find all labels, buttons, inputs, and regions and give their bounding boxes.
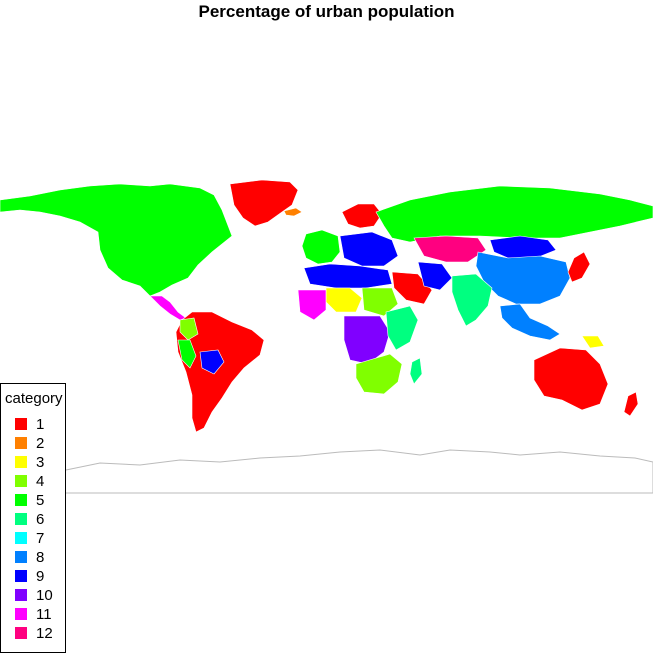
legend-swatch (15, 532, 27, 544)
legend-label: 3 (36, 454, 45, 471)
region-russia (375, 185, 653, 243)
legend-swatch (15, 456, 27, 468)
region-australia (533, 347, 609, 411)
region-madagascar (409, 357, 423, 385)
legend-label: 8 (36, 549, 45, 566)
legend-label: 9 (36, 568, 45, 585)
legend-label: 12 (36, 625, 53, 642)
region-sahel (325, 287, 363, 313)
region-middle-east (391, 271, 433, 305)
legend-swatch (15, 418, 27, 430)
region-china (475, 251, 571, 305)
region-southern-africa (355, 353, 403, 395)
legend-label: 6 (36, 511, 45, 528)
region-iceland (283, 207, 303, 217)
region-mongolia (489, 235, 557, 259)
legend-label: 10 (36, 587, 53, 604)
region-east-africa (385, 305, 419, 351)
legend-label: 4 (36, 473, 45, 490)
region-peru (177, 339, 197, 369)
region-iran (417, 261, 453, 291)
legend-label: 2 (36, 435, 45, 452)
legend-swatch (15, 551, 27, 563)
legend-swatch (15, 589, 27, 601)
region-sudan (361, 287, 399, 317)
region-south-america (175, 311, 265, 433)
legend-label: 11 (36, 606, 52, 623)
region-europe-west (301, 229, 341, 265)
legend-swatch (15, 570, 27, 582)
region-central-america (149, 295, 187, 321)
legend-swatch (15, 627, 27, 639)
antarctica-outline (65, 449, 653, 494)
region-new-zealand (623, 391, 639, 417)
legend-swatch (15, 475, 27, 487)
legend-swatch (15, 608, 27, 620)
legend-label: 5 (36, 492, 45, 509)
region-colombia (179, 317, 199, 341)
legend-swatch (15, 513, 27, 525)
region-india (451, 273, 493, 327)
legend: category 1 2 3 4 5 6 7 8 9 10 11 (0, 383, 66, 653)
region-west-africa (297, 289, 327, 321)
region-new-guinea (581, 335, 605, 349)
region-bolivia (199, 349, 225, 375)
legend-swatch (15, 494, 27, 506)
region-scandinavia (341, 203, 383, 229)
region-eastern-europe (339, 231, 399, 267)
region-north-america (0, 183, 233, 297)
region-kazakhstan (413, 235, 487, 263)
region-japan (567, 251, 591, 283)
region-southeast-asia (499, 303, 561, 341)
region-north-africa (303, 263, 393, 289)
legend-label: 1 (36, 416, 45, 433)
region-greenland (229, 179, 299, 227)
map-title: Percentage of urban population (198, 2, 455, 21)
legend-title: category (5, 390, 63, 407)
legend-label: 7 (36, 530, 45, 547)
legend-swatch (15, 437, 27, 449)
